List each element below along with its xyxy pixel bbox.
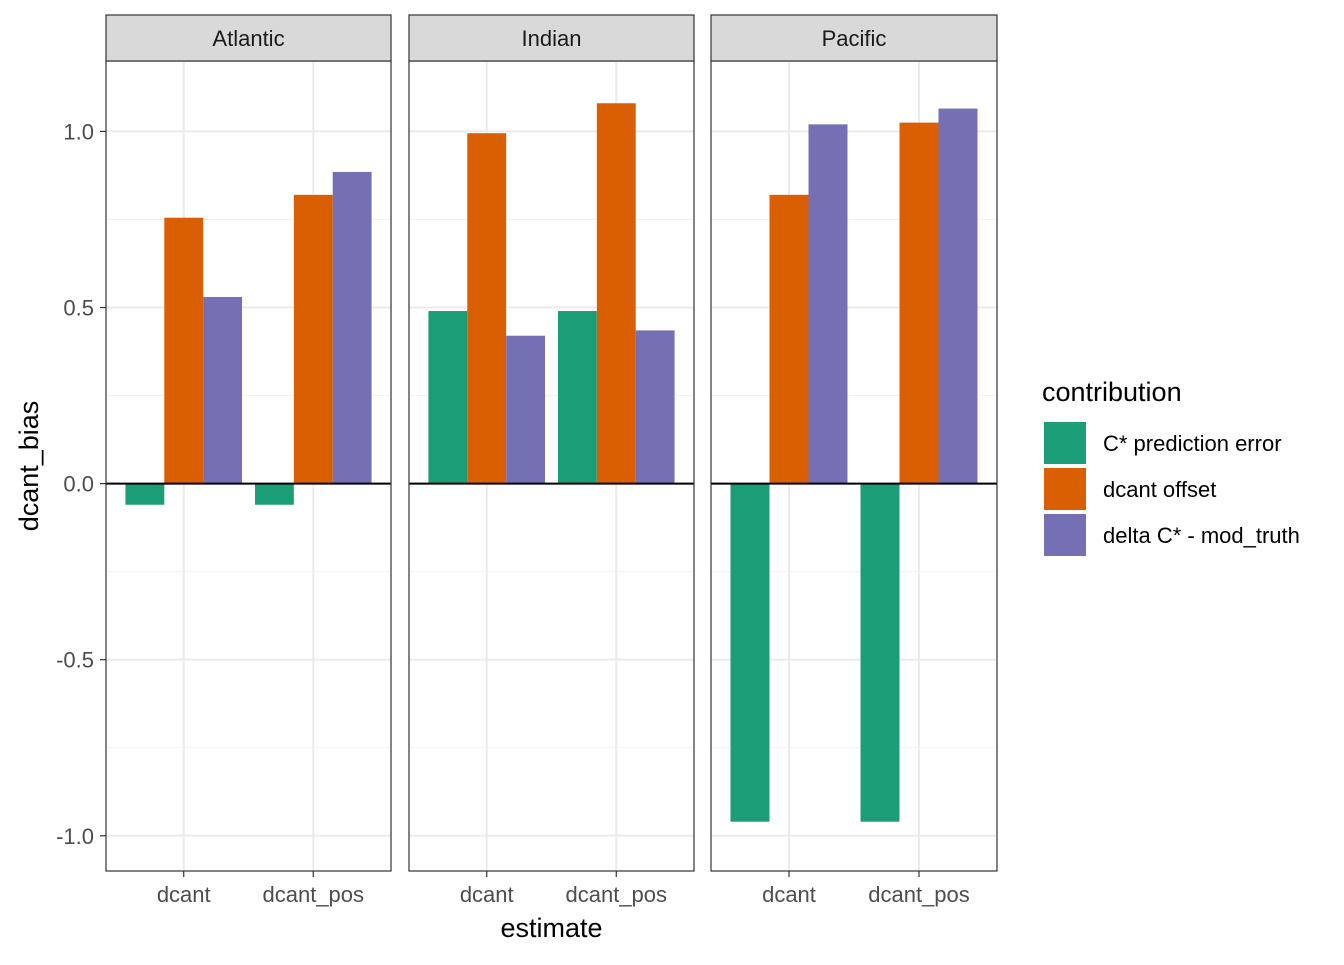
bar — [557, 311, 597, 484]
bar — [860, 483, 900, 822]
y-tick-label: 1.0 — [63, 119, 94, 144]
legend-label: delta C* - mod_truth — [1103, 523, 1300, 548]
facet-strip — [710, 14, 998, 62]
facet-label: Indian — [522, 26, 582, 51]
bar — [203, 296, 243, 484]
facet-strip — [408, 14, 695, 62]
x-tick-label: dcant_pos — [868, 882, 970, 907]
x-axis-title: estimate — [500, 913, 602, 943]
bar — [293, 194, 333, 484]
x-tick-label: dcant — [762, 882, 816, 907]
legend-swatch — [1044, 422, 1086, 464]
legend-swatch — [1044, 468, 1086, 510]
bar — [808, 124, 848, 484]
facet-label: Atlantic — [212, 26, 284, 51]
bar — [769, 194, 809, 484]
legend-label: dcant offset — [1103, 477, 1216, 502]
bar — [254, 483, 294, 505]
bar — [596, 103, 636, 484]
facet-label: Pacific — [822, 26, 887, 51]
legend-title: contribution — [1042, 377, 1182, 407]
bar — [899, 122, 939, 484]
bar — [938, 108, 978, 484]
bar — [506, 335, 546, 484]
facet-strip — [105, 14, 392, 62]
y-tick-label: -1.0 — [56, 824, 94, 849]
bar — [730, 483, 770, 822]
bar — [428, 311, 468, 484]
y-tick-label: 0.5 — [63, 296, 94, 321]
x-tick-label: dcant_pos — [566, 882, 668, 907]
y-axis-title: dcant_bias — [14, 401, 44, 532]
bar — [332, 171, 372, 484]
y-tick-label: 0.0 — [63, 472, 94, 497]
legend-swatch — [1044, 514, 1086, 556]
bar — [635, 330, 675, 484]
x-tick-label: dcant_pos — [263, 882, 365, 907]
bar — [164, 217, 204, 484]
x-tick-label: dcant — [157, 882, 211, 907]
legend-label: C* prediction error — [1103, 431, 1282, 456]
y-tick-label: -0.5 — [56, 648, 94, 673]
bar — [467, 133, 507, 484]
bar — [125, 483, 165, 505]
x-tick-label: dcant — [460, 882, 514, 907]
